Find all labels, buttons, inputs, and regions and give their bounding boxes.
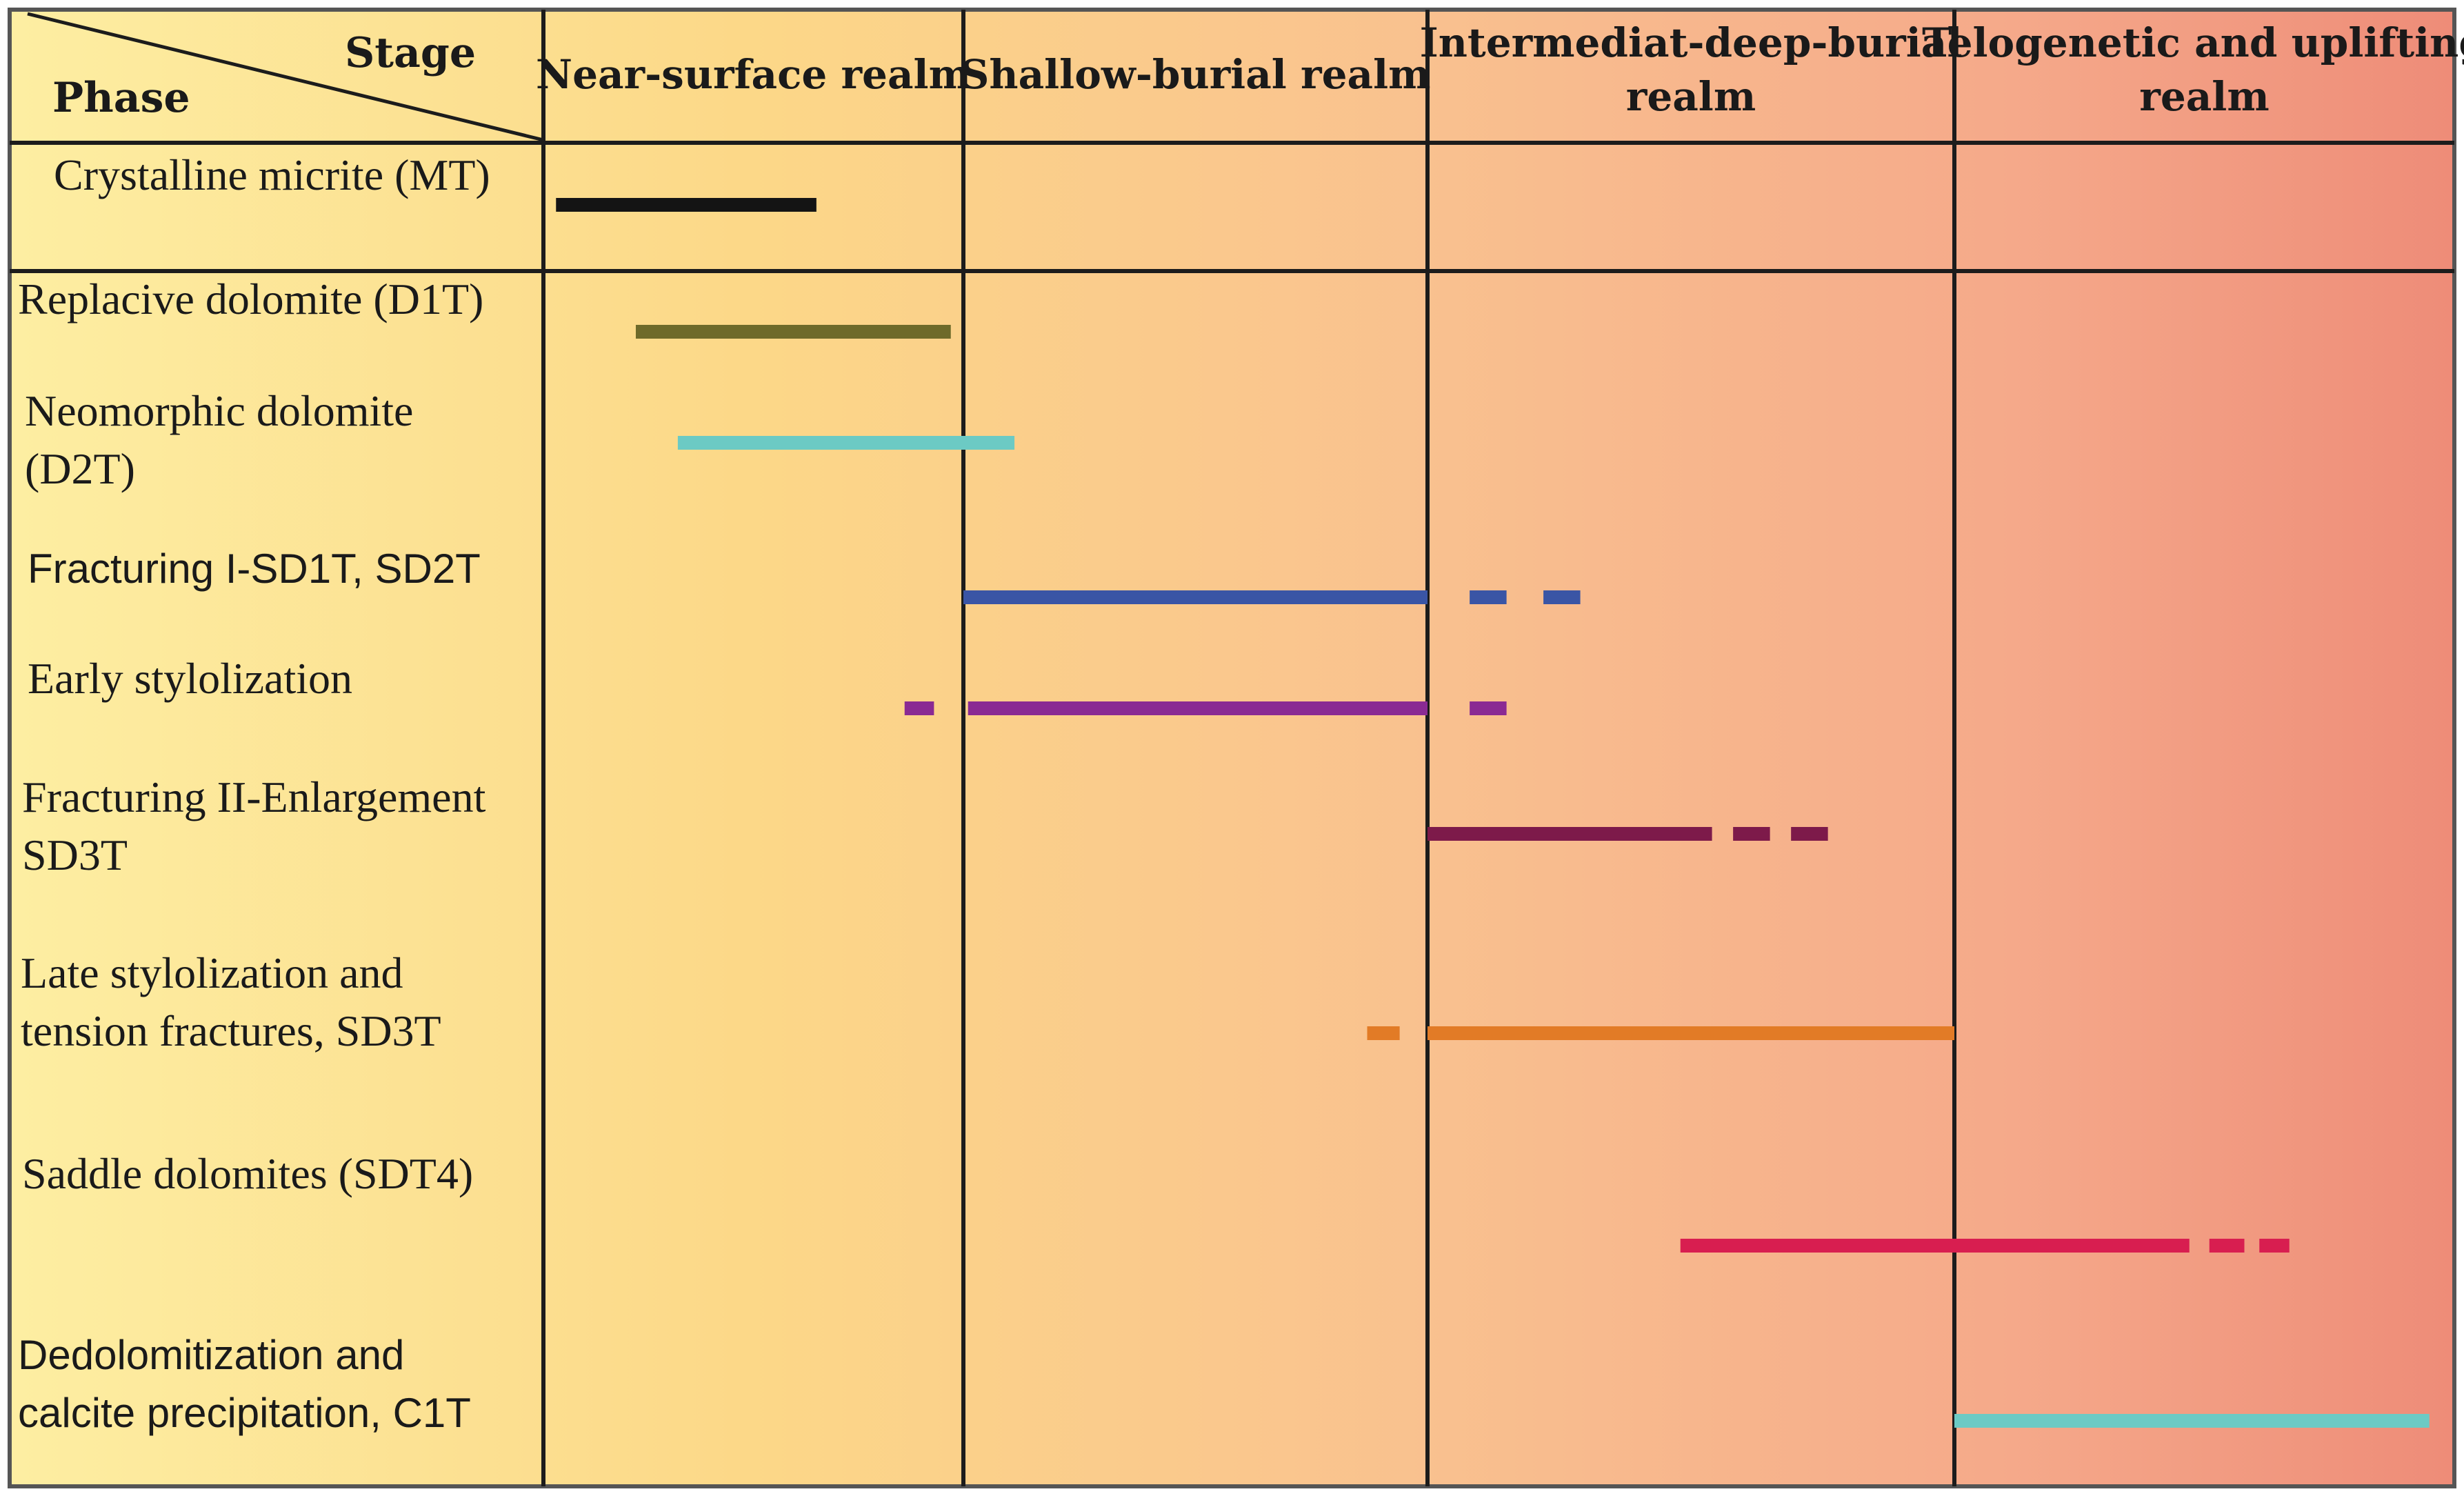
phase-bar-early-stylolization <box>968 701 1428 715</box>
phase-label-late-stylolization: Late stylolization and <box>21 948 403 997</box>
phase-label-dedolomitization: calcite precipitation, C1T <box>18 1390 471 1436</box>
phase-bar-dash-early-stylolization <box>904 701 934 715</box>
phase-bar-dash-saddle-dolomites <box>2209 1239 2245 1253</box>
phase-corner-label: Phase <box>52 74 190 122</box>
phase-bar-dash-fracturing-2 <box>1791 827 1828 841</box>
phase-label-fracturing-1: Fracturing I-SD1T, SD2T <box>28 546 481 592</box>
stage-header-intermediate-deep-burial: realm <box>1626 73 1756 120</box>
stage-corner-label: Stage <box>345 29 476 77</box>
phase-label-late-stylolization: tension fractures, SD3T <box>21 1006 441 1055</box>
stage-header-telogenetic-uplifting: Telogenetic and uplifting <box>1922 19 2464 66</box>
labels: Stage Phase Near-surface realmShallow-buri… <box>18 19 2464 1436</box>
phase-bar-dash-fracturing-1 <box>1470 590 1507 604</box>
stage-header-intermediate-deep-burial: Intermediat-deep-burial <box>1420 19 1963 66</box>
phase-bar-replacive-dolomite <box>635 325 951 339</box>
phase-bar-dedolomitization <box>1954 1414 2430 1428</box>
phase-bar-dash-fracturing-2 <box>1733 827 1770 841</box>
phase-bar-crystalline-micrite <box>556 198 817 212</box>
phase-bar-dash-fracturing-1 <box>1543 590 1581 604</box>
diagram-background <box>10 10 2454 1486</box>
stage-header-shallow-burial: Shallow-burial realm <box>961 51 1431 98</box>
stage-header-telogenetic-uplifting: realm <box>2139 73 2269 120</box>
phase-bar-dash-saddle-dolomites <box>2259 1239 2290 1253</box>
phase-label-crystalline-micrite: Crystalline micrite (MT) <box>54 150 490 199</box>
phase-label-fracturing-2: SD3T <box>22 830 128 879</box>
phase-label-early-stylolization: Early stylolization <box>28 654 352 703</box>
phase-bar-dash-early-stylolization <box>1470 701 1507 715</box>
phase-label-neomorphic-dolomite: Neomorphic dolomite <box>25 386 413 435</box>
phase-bar-dash-late-stylolization <box>1367 1026 1400 1040</box>
phase-bar-fracturing-1 <box>963 590 1428 604</box>
phase-label-replacive-dolomite: Replacive dolomite (D1T) <box>18 275 483 323</box>
phase-label-neomorphic-dolomite: (D2T) <box>25 444 135 493</box>
corner-diagonal <box>27 12 544 142</box>
phase-bar-neomorphic-dolomite <box>677 436 1015 450</box>
phase-label-saddle-dolomites: Saddle dolomites (SDT4) <box>22 1149 473 1198</box>
timeline-bars <box>556 198 2430 1428</box>
grid-lines <box>8 8 2456 1488</box>
diagram-frame <box>8 8 2456 1488</box>
phase-label-fracturing-2: Fracturing II-Enlargement <box>22 772 486 821</box>
phase-bar-saddle-dolomites <box>1680 1239 2190 1253</box>
stage-header-near-surface: Near-surface realm <box>536 51 971 98</box>
phase-bar-fracturing-2 <box>1428 827 1712 841</box>
phase-bar-late-stylolization <box>1428 1026 1954 1040</box>
phase-label-dedolomitization: Dedolomitization and <box>18 1332 404 1378</box>
